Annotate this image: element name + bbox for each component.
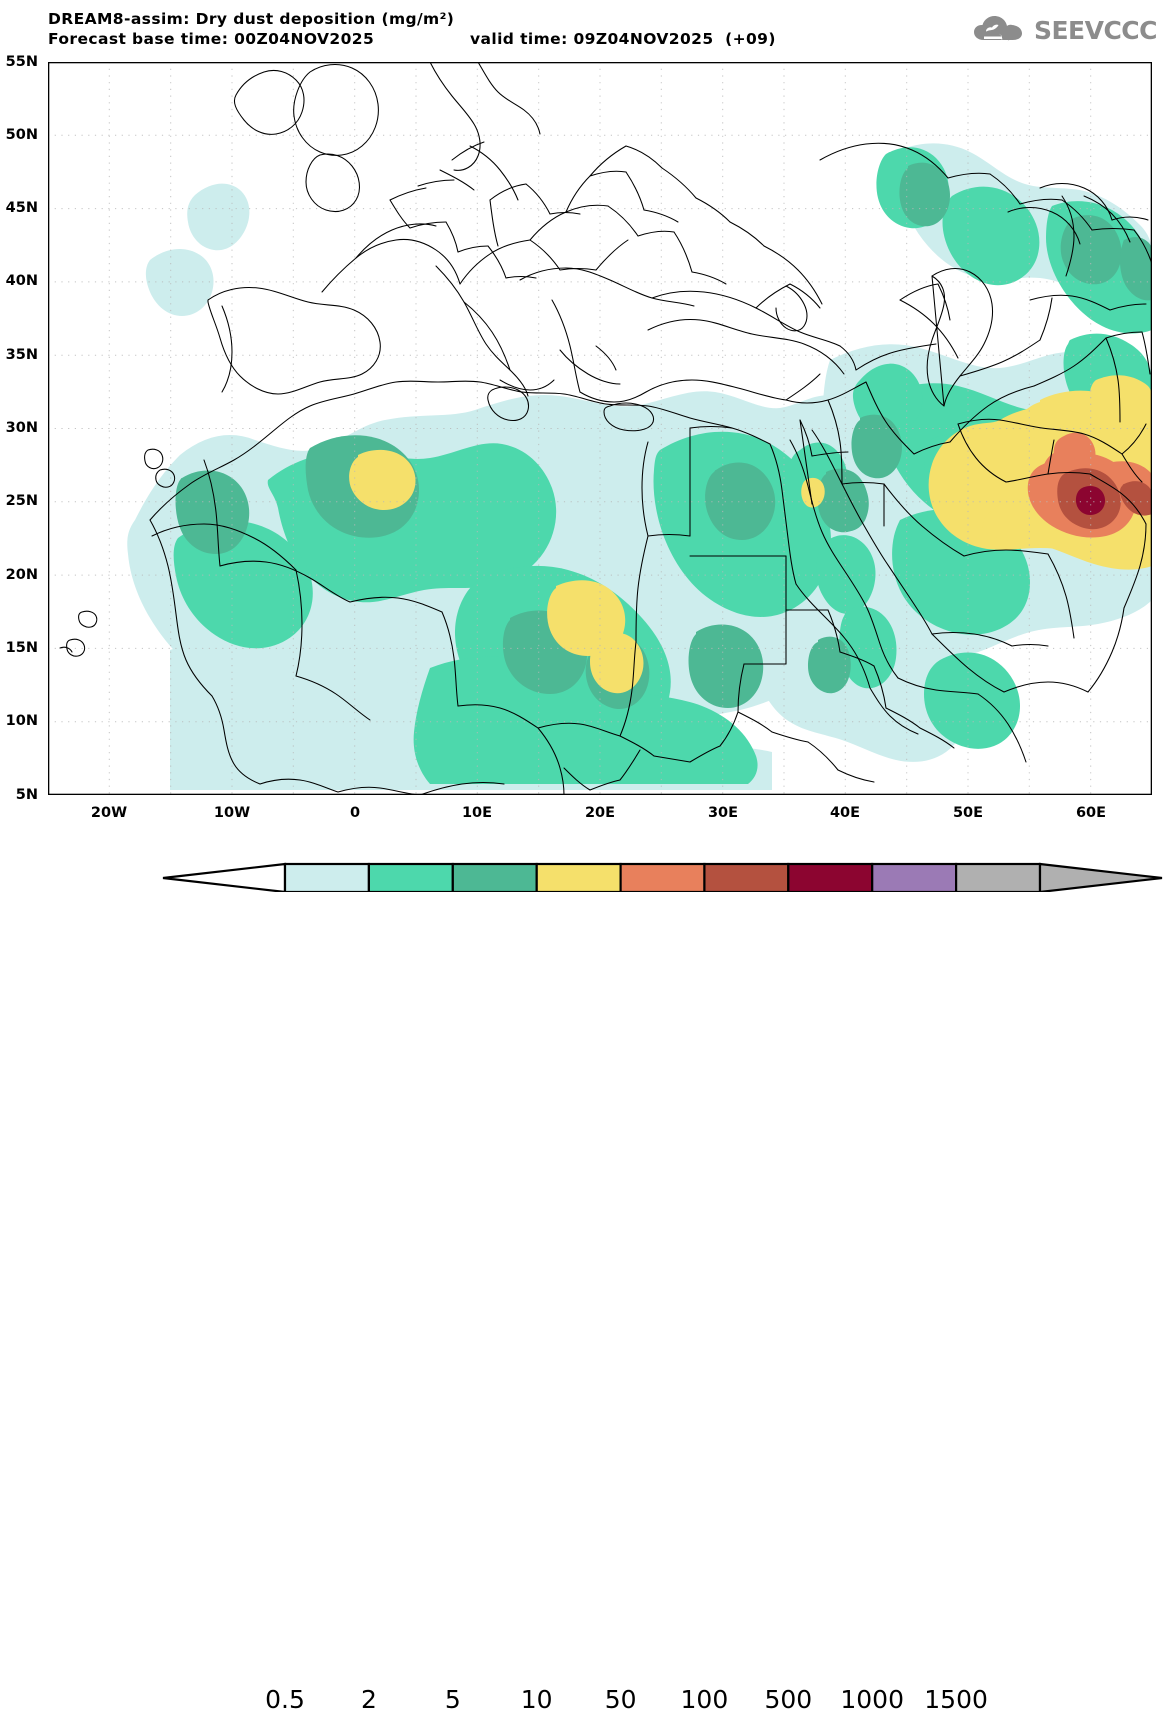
colorbar-tick-1500: 1500 xyxy=(924,1685,988,1714)
colorbar-tick-50: 50 xyxy=(604,1685,637,1714)
y-tick-35N: 35N xyxy=(5,347,38,363)
colorbar-tick-5: 5 xyxy=(444,1685,461,1714)
colorbar: 0.5 2 5 10 50 100 500 1000 1500 xyxy=(0,820,1165,1712)
colorbar-swatches xyxy=(162,862,1163,892)
page-title: DREAM8-assim: Dry dust deposition (mg/m²… xyxy=(48,10,455,28)
colorbar-tick-10: 10 xyxy=(520,1685,553,1714)
x-tick-20W: 20W xyxy=(90,805,128,821)
valid-time: valid time: 09Z04NOV2025 (+09) xyxy=(470,30,776,48)
map-plot-area: 55N 50N 45N 40N 35N 30N 25N 20N 15N 10N … xyxy=(0,0,1165,821)
x-tick-0: 0 xyxy=(349,805,361,821)
y-tick-25N: 25N xyxy=(5,493,38,509)
colorbar-band-7 xyxy=(871,862,958,892)
colorbar-tick-500: 500 xyxy=(764,1685,813,1714)
colorbar-band-2 xyxy=(451,862,538,892)
y-tick-45N: 45N xyxy=(5,200,38,216)
x-tick-10E: 10E xyxy=(461,805,493,821)
y-tick-55N: 55N xyxy=(5,54,38,70)
x-tick-20E: 20E xyxy=(584,805,616,821)
x-tick-10W: 10W xyxy=(213,805,251,821)
colorbar-band-8 xyxy=(954,862,1042,892)
x-tick-50E: 50E xyxy=(952,805,984,821)
colorbar-band-0 xyxy=(283,862,371,892)
colorbar-tick-100: 100 xyxy=(680,1685,729,1714)
y-tick-40N: 40N xyxy=(5,273,38,289)
y-tick-15N: 15N xyxy=(5,640,38,656)
y-tick-50N: 50N xyxy=(5,127,38,143)
colorbar-band-5 xyxy=(703,862,790,892)
colorbar-band-4 xyxy=(619,862,706,892)
colorbar-band-3 xyxy=(535,862,622,892)
y-tick-20N: 20N xyxy=(5,567,38,583)
seevccc-logo: SEEVCCC xyxy=(972,12,1158,48)
colorbar-tick-2: 2 xyxy=(360,1685,377,1714)
logo-text: SEEVCCC xyxy=(1033,15,1158,45)
x-tick-40E: 40E xyxy=(829,805,861,821)
x-tick-30E: 30E xyxy=(707,805,739,821)
colorbar-over-arrow xyxy=(1038,862,1163,892)
colorbar-band-6 xyxy=(787,862,874,892)
y-tick-30N: 30N xyxy=(5,420,38,436)
cloud-wind-icon xyxy=(973,16,1022,42)
x-tick-60E: 60E xyxy=(1075,805,1107,821)
colorbar-band-1 xyxy=(367,862,454,892)
y-tick-5N: 5N xyxy=(15,787,38,803)
dust-deposition-map xyxy=(48,62,1152,795)
colorbar-tick-0.5: 0.5 xyxy=(265,1685,305,1714)
colorbar-under-arrow xyxy=(162,862,287,892)
header: DREAM8-assim: Dry dust deposition (mg/m²… xyxy=(0,0,1165,58)
colorbar-tick-1000: 1000 xyxy=(840,1685,904,1714)
y-tick-10N: 10N xyxy=(5,713,38,729)
forecast-base-time: Forecast base time: 00Z04NOV2025 xyxy=(48,30,375,48)
